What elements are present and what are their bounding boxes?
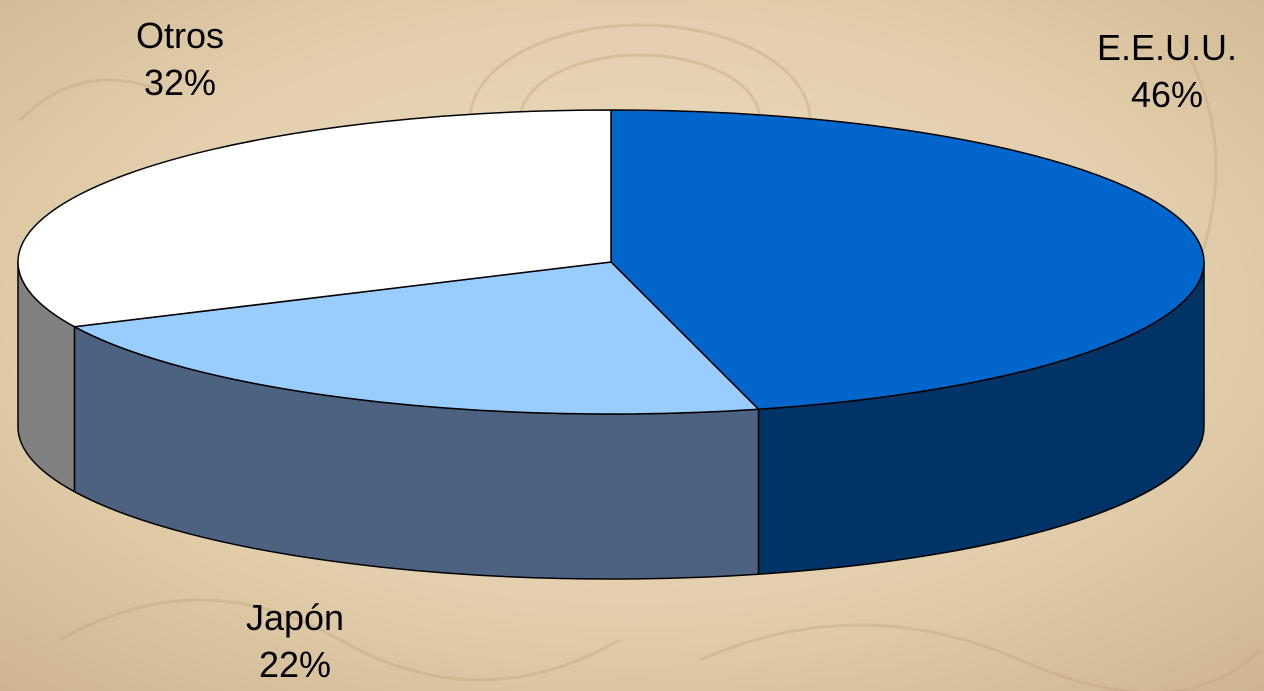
slice-label-japon-value: 22%	[258, 644, 332, 685]
pie-tops	[17, 109, 1205, 415]
slice-label-eeuu-value: 46%	[1130, 74, 1204, 115]
slice-label-eeuu-name: E.E.U.U.	[1096, 27, 1238, 68]
slice-label-eeuu: E.E.U.U. 46%	[1072, 24, 1262, 118]
slice-label-japon-name: Japón	[245, 597, 345, 638]
slice-label-japon: Japón 22%	[220, 594, 370, 688]
pie-slice-eeuu	[610, 109, 1205, 410]
slice-label-otros-name: Otros	[135, 15, 224, 56]
pie-slice-otros	[17, 109, 612, 328]
pie-slice-japon	[73, 261, 760, 415]
slice-label-otros-value: 32%	[143, 62, 217, 103]
pie-sides	[17, 261, 1205, 580]
slice-label-otros: Otros 32%	[110, 12, 250, 106]
